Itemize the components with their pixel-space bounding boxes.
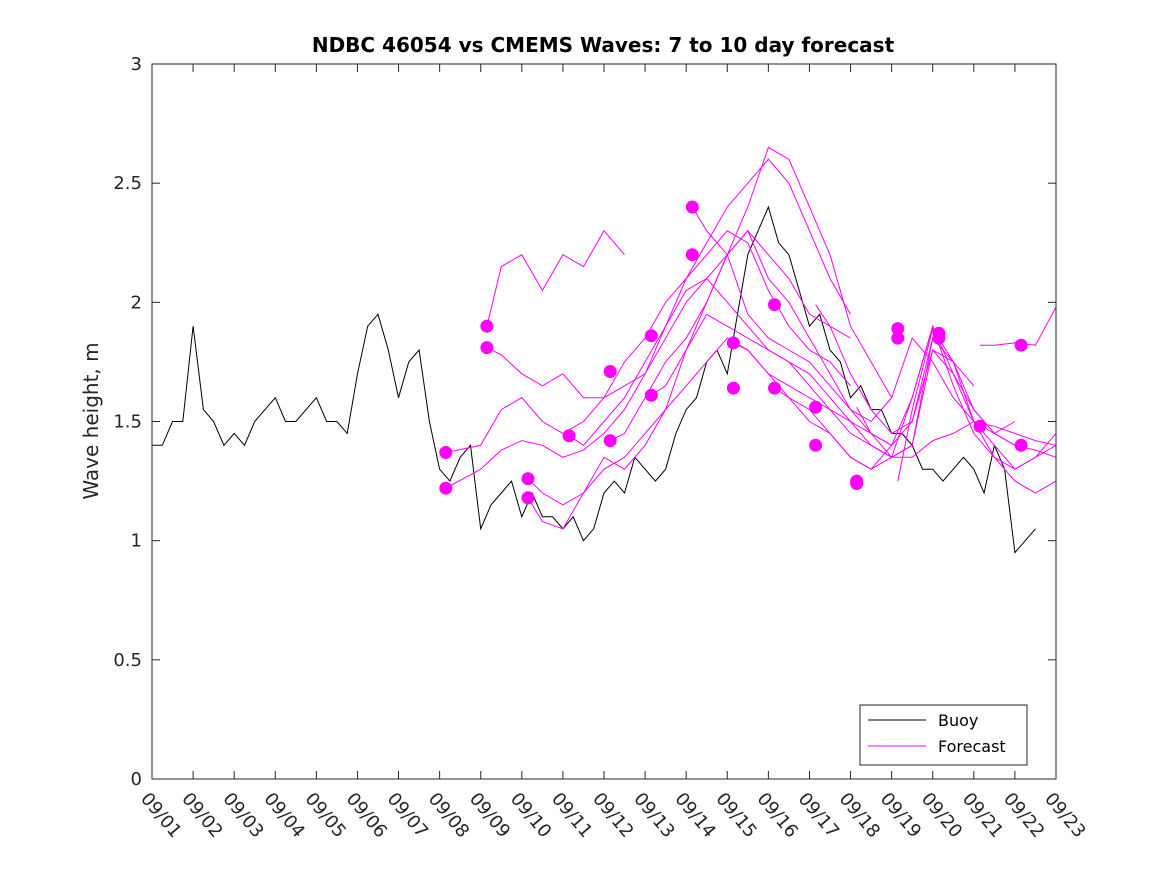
forecast-start-marker-28 <box>1014 438 1028 452</box>
legend-buoy-label: Buoy <box>938 711 978 730</box>
forecast-start-marker-15 <box>726 381 740 395</box>
y-tick-label: 2.5 <box>113 173 142 194</box>
forecast-start-marker-14 <box>726 336 740 350</box>
legend-forecast-label: Forecast <box>938 737 1006 756</box>
y-tick-label: 0.5 <box>113 650 142 671</box>
forecast-start-marker-18 <box>809 400 823 414</box>
forecast-start-marker-5 <box>521 472 535 486</box>
chart-title: NDBC 46054 vs CMEMS Waves: 7 to 10 day f… <box>312 33 895 57</box>
forecast-series-line-16 <box>980 306 1057 346</box>
forecast-start-marker-16 <box>768 298 781 312</box>
forecast-series-line-10 <box>691 206 1016 434</box>
forecast-start-marker-1 <box>439 446 453 459</box>
forecast-start-marker-3 <box>480 319 494 333</box>
forecast-series-line-12 <box>774 324 1057 470</box>
forecast-start-marker-12 <box>685 200 699 214</box>
forecast-start-marker-13 <box>685 248 699 262</box>
forecast-start-marker-21 <box>850 477 864 490</box>
forecast-start-marker-2 <box>439 481 453 495</box>
y-tick-label: 1.5 <box>113 412 142 433</box>
forecast-start-marker-7 <box>562 429 576 443</box>
buoy-series-line <box>152 205 1036 554</box>
y-tick-label: 3 <box>131 54 142 75</box>
forecast-start-marker-17 <box>768 381 781 395</box>
forecast-series-line-3 <box>486 229 625 327</box>
forecast-series-line-14 <box>856 406 1057 458</box>
forecast-series-line-2 <box>445 230 851 489</box>
legend-box <box>859 704 1028 766</box>
forecast-start-marker-23 <box>891 331 905 345</box>
forecast-start-marker-22 <box>891 322 905 336</box>
series-layer <box>152 146 1057 554</box>
forecast-start-marker-27 <box>1014 338 1028 352</box>
marker-layer <box>439 200 1028 505</box>
forecast-start-marker-10 <box>644 329 658 343</box>
forecast-start-marker-25 <box>932 331 946 345</box>
y-tick-label: 2 <box>131 292 142 313</box>
forecast-start-marker-9 <box>603 434 617 448</box>
forecast-series-line-1 <box>445 230 851 453</box>
legend: Buoy Forecast <box>859 704 1028 766</box>
forecast-series-line-13 <box>815 304 1057 494</box>
forecast-start-marker-6 <box>521 491 535 505</box>
forecast-start-marker-4 <box>480 341 494 355</box>
y-axis-label: Wave height, m <box>79 342 103 499</box>
forecast-start-marker-26 <box>973 419 987 433</box>
forecast-start-marker-8 <box>603 365 617 378</box>
forecast-start-marker-11 <box>644 388 658 402</box>
forecast-series-line-15 <box>897 327 1057 482</box>
y-tick-label: 0 <box>131 769 142 790</box>
forecast-series-line-11 <box>733 324 1057 470</box>
y-tick-label: 1 <box>131 531 142 552</box>
forecast-start-marker-19 <box>809 438 823 452</box>
